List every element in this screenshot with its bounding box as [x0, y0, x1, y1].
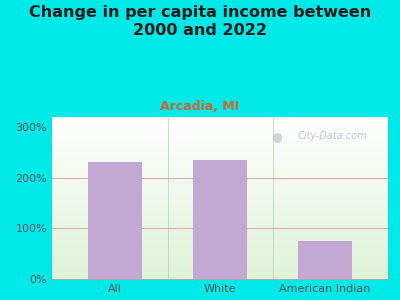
Bar — [88, 162, 142, 279]
Bar — [193, 160, 247, 279]
Text: Change in per capita income between
2000 and 2022: Change in per capita income between 2000… — [29, 4, 371, 38]
Bar — [298, 241, 352, 279]
Text: ●: ● — [272, 130, 282, 143]
Text: City-Data.com: City-Data.com — [297, 131, 367, 141]
Text: Arcadia, MI: Arcadia, MI — [160, 100, 240, 113]
